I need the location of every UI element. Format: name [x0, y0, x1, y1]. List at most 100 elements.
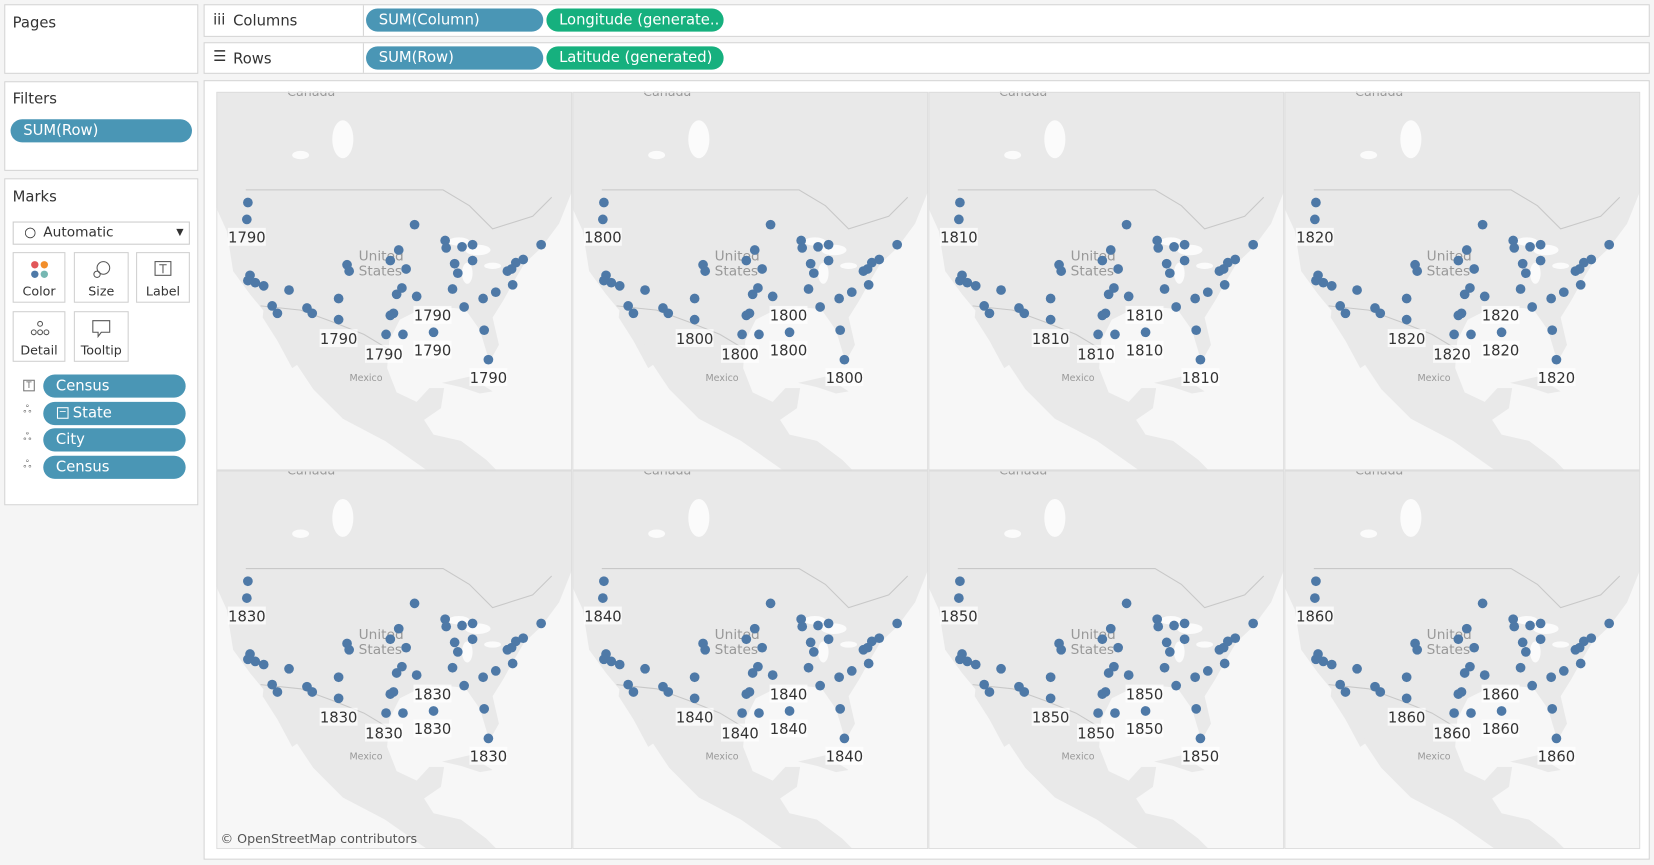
city-mark — [1453, 689, 1464, 699]
city-mark — [1335, 679, 1346, 690]
field-pill[interactable]: City — [43, 428, 186, 452]
city-mark — [1159, 662, 1170, 673]
census-label: 1840 — [770, 686, 808, 703]
panel-border — [572, 470, 929, 850]
tooltip-button[interactable]: Tooltip — [73, 311, 129, 362]
field-pill[interactable]: Census — [43, 374, 186, 398]
city-mark — [333, 293, 344, 304]
city-mark — [599, 654, 609, 665]
filter-pill[interactable]: SUM(Row) — [10, 119, 192, 143]
mark-type-dropdown[interactable]: ○ Automatic ▼ — [12, 221, 190, 245]
detail-field-icon: ஃ — [23, 431, 32, 444]
size-button[interactable]: Size — [73, 252, 129, 303]
map-country-label: Canada — [287, 463, 335, 478]
border — [260, 305, 391, 351]
city-mark — [1326, 659, 1337, 670]
view: Canada United States Mexico 1790 1790 1790 1790… — [203, 80, 1650, 860]
column-pill[interactable]: Longitude (generate.. — [546, 8, 724, 32]
city-mark — [1310, 214, 1320, 225]
city-mark — [385, 255, 396, 266]
mark-type: Automatic — [43, 224, 114, 241]
field-pill[interactable]: Census — [43, 455, 186, 479]
census-label: 1860 — [1388, 710, 1426, 727]
label-halo — [825, 368, 864, 387]
label-halo — [1481, 305, 1520, 324]
city-mark — [797, 243, 808, 253]
city-mark — [1140, 706, 1151, 716]
detail-button[interactable]: Detail — [12, 311, 66, 362]
city-mark — [1412, 266, 1423, 276]
lake — [292, 529, 310, 538]
map-country-label: States — [359, 642, 402, 658]
city-mark — [834, 293, 844, 304]
label-halo — [413, 684, 452, 703]
city-mark — [1311, 197, 1321, 208]
city-mark — [1045, 314, 1056, 325]
city-mark — [1515, 284, 1526, 294]
city-mark — [1019, 308, 1030, 319]
city-mark — [1508, 235, 1519, 246]
census-label: 1830 — [414, 721, 452, 738]
map-panel: CanadaUnitedStatesMexico1820182018201820… — [1284, 91, 1641, 471]
size-icon — [93, 261, 111, 278]
city-mark — [1551, 354, 1562, 365]
city-mark — [1105, 245, 1116, 255]
land — [1154, 755, 1205, 773]
city-mark — [796, 614, 807, 625]
map-country-label: Canada — [999, 84, 1047, 99]
city-mark — [1121, 598, 1132, 609]
border — [1328, 684, 1459, 730]
city-mark — [1517, 258, 1528, 269]
border — [245, 568, 553, 609]
city-mark — [623, 301, 634, 311]
field-pill[interactable]: State — [43, 401, 186, 426]
city-mark — [1469, 264, 1480, 274]
border — [260, 684, 391, 730]
land — [262, 686, 299, 747]
map-view: CanadaUnitedStatesMexico1790179017901790… — [216, 84, 1641, 850]
city-mark — [1558, 287, 1569, 298]
city-mark — [1453, 634, 1464, 645]
census-label: 1810 — [1126, 342, 1164, 359]
city-mark — [1190, 293, 1200, 304]
city-mark — [1340, 308, 1351, 319]
land — [441, 755, 493, 773]
lake — [1552, 262, 1570, 269]
lake — [648, 529, 666, 538]
column-pill[interactable]: SUM(Column) — [366, 8, 544, 32]
city-mark — [955, 275, 965, 286]
label-halo — [413, 305, 452, 324]
census-label: 1850 — [1182, 749, 1220, 766]
city-mark — [1113, 642, 1123, 653]
city-mark — [467, 255, 478, 266]
label-halo — [1481, 684, 1520, 703]
lake — [1044, 498, 1066, 537]
label-halo — [469, 746, 508, 765]
census-label: 1830 — [320, 710, 358, 727]
city-mark — [741, 689, 752, 699]
city-mark — [1318, 277, 1329, 288]
city-mark — [700, 266, 711, 276]
label-halo — [675, 707, 714, 726]
census-label: 1850 — [1077, 725, 1115, 742]
label-halo — [720, 344, 759, 363]
lake — [648, 150, 666, 160]
city-mark — [815, 680, 825, 691]
color-button[interactable]: Color — [12, 252, 66, 303]
city-mark — [1121, 219, 1132, 230]
map-country-label: Mexico — [1418, 751, 1451, 762]
divider — [362, 5, 364, 36]
pages-title: Pages — [12, 14, 57, 32]
label-halo — [769, 684, 808, 703]
label-halo — [1481, 719, 1520, 738]
border — [601, 568, 909, 609]
city-mark — [1222, 257, 1233, 268]
button-label: Tooltip — [80, 342, 122, 358]
row-pill[interactable]: Latitude (generated) — [546, 46, 724, 70]
city-mark — [1311, 654, 1321, 665]
mark-type-icon: ○ — [24, 224, 37, 241]
row-pill[interactable]: SUM(Row) — [366, 46, 544, 70]
lake — [332, 120, 354, 159]
label-button[interactable]: Label — [136, 252, 190, 303]
city-mark — [1604, 618, 1615, 629]
